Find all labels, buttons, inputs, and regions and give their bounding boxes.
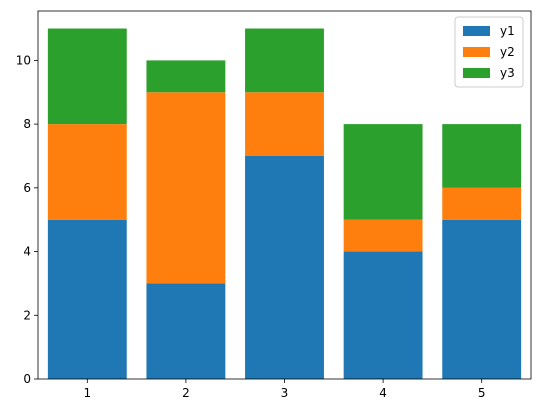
bar-y2-4 bbox=[343, 219, 423, 252]
axes-layer: 1 2 3 4 5 0 2 4 6 8 10 bbox=[16, 10, 532, 400]
x-tick-label: 5 bbox=[478, 386, 486, 400]
bar-y3-5 bbox=[442, 124, 522, 188]
y-tick-label: 8 bbox=[23, 117, 31, 131]
bar-y1-5 bbox=[442, 219, 522, 379]
bar-y2-3 bbox=[245, 92, 324, 156]
bar-y2-1 bbox=[47, 124, 127, 220]
bar-y3-2 bbox=[146, 60, 226, 93]
bars-layer bbox=[47, 28, 522, 379]
legend-swatch-y1 bbox=[463, 26, 490, 36]
y-tick-label: 0 bbox=[23, 372, 31, 386]
x-tick-label: 2 bbox=[182, 386, 190, 400]
legend-label-y1: y1 bbox=[500, 24, 515, 38]
bar-y1-2 bbox=[146, 283, 226, 379]
x-tick-label: 3 bbox=[281, 386, 289, 400]
legend-swatch-y2 bbox=[463, 47, 490, 57]
legend-label-y3: y3 bbox=[500, 66, 515, 80]
y-tick-label: 6 bbox=[23, 181, 31, 195]
bar-y3-4 bbox=[343, 124, 423, 220]
x-tick-label: 4 bbox=[379, 386, 387, 400]
bar-y3-3 bbox=[245, 28, 324, 93]
legend-label-y2: y2 bbox=[500, 45, 515, 59]
legend: y1 y2 y3 bbox=[454, 16, 524, 88]
legend-swatch-y3 bbox=[463, 68, 490, 78]
x-tick-label: 1 bbox=[83, 386, 91, 400]
y-tick-label: 10 bbox=[16, 53, 31, 67]
y-tick-label: 2 bbox=[23, 308, 31, 322]
bar-y3-1 bbox=[47, 28, 127, 125]
bar-y1-4 bbox=[343, 251, 423, 379]
y-tick-label: 4 bbox=[23, 245, 31, 259]
bar-y1-3 bbox=[245, 155, 324, 379]
bar-y2-5 bbox=[442, 187, 522, 220]
bar-y1-1 bbox=[47, 219, 127, 379]
bar-y2-2 bbox=[146, 92, 226, 284]
